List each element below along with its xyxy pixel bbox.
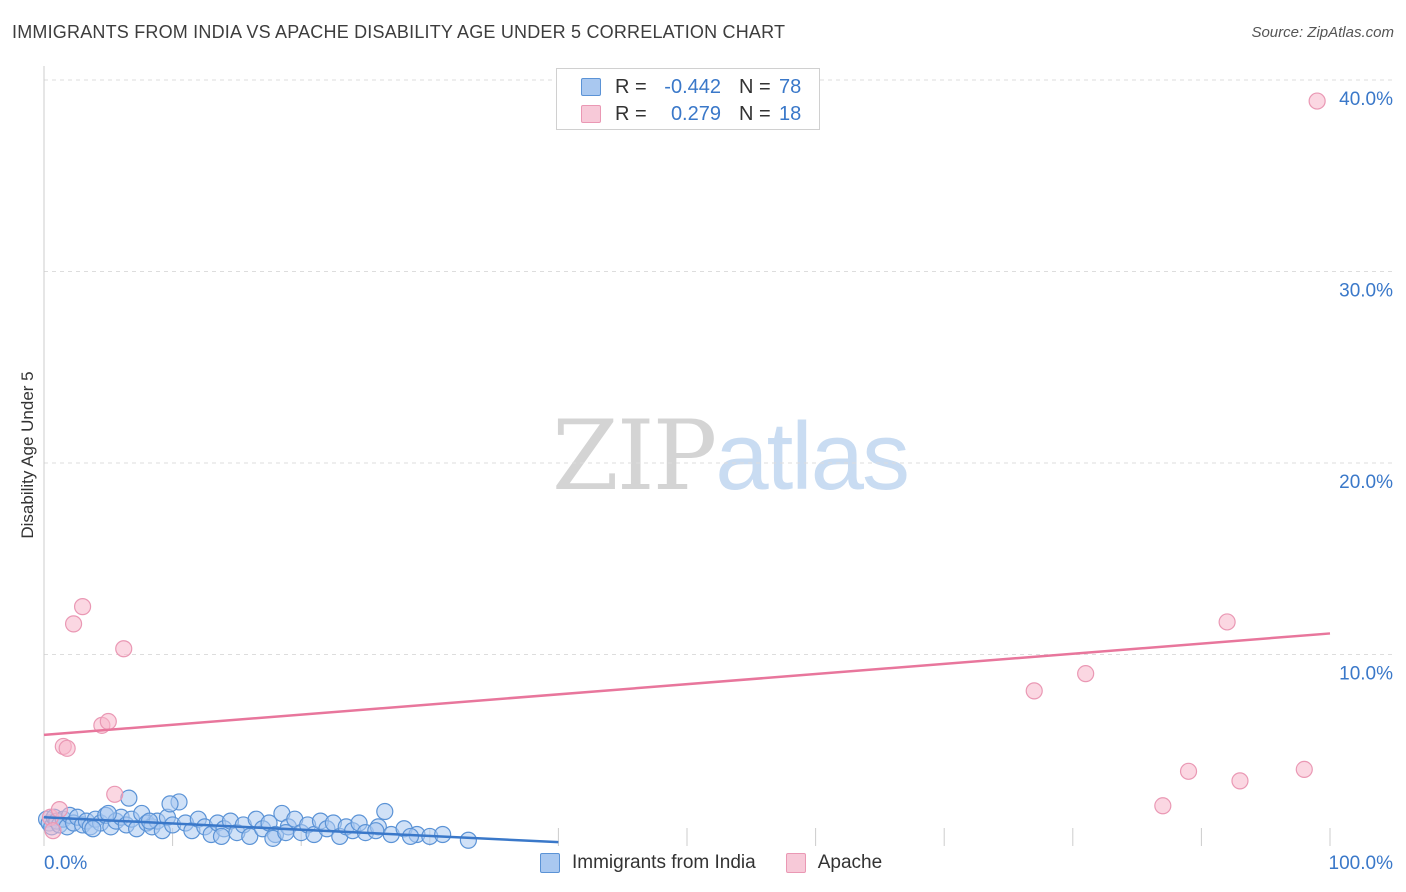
india-point: [161, 795, 179, 813]
apache-point: [1077, 665, 1095, 683]
source-label: Source: ZipAtlas.com: [1251, 24, 1394, 41]
legend-row-apache: R = 0.279 N = 18: [581, 101, 801, 127]
series-legend-india[interactable]: Immigrants from India: [540, 852, 756, 874]
legend-swatch-apache: [581, 105, 601, 123]
series-swatch-apache: [785, 853, 806, 873]
apache-point: [99, 712, 117, 731]
axes: [43, 66, 1331, 846]
apache-point: [50, 801, 69, 819]
trend-lines: [43, 632, 1331, 844]
india-point: [120, 789, 138, 807]
watermark-zip: ZIP: [552, 400, 717, 512]
apache-point: [1308, 92, 1326, 110]
apache-point: [1218, 613, 1236, 631]
india-point: [434, 825, 452, 844]
legend-r-label: R =: [615, 102, 647, 125]
watermark-atlas: atlas: [715, 403, 910, 510]
apache-point: [44, 822, 62, 840]
series-legend: Immigrants from India Apache: [540, 852, 912, 874]
india-point: [459, 831, 477, 849]
y-tick-label: 30.0%: [1339, 281, 1393, 302]
apache-point: [1295, 760, 1313, 779]
legend-swatch-india: [581, 78, 601, 96]
apache-point: [1179, 762, 1198, 780]
india-point: [84, 820, 102, 838]
series-swatch-india: [540, 853, 560, 873]
apache-trend-line: [43, 632, 1331, 737]
apache-point: [64, 615, 83, 633]
apache-point: [1025, 682, 1043, 700]
series-label-apache: Apache: [817, 852, 883, 873]
x-tick-label-min: 0.0%: [44, 853, 87, 874]
y-tick-label: 40.0%: [1339, 89, 1393, 110]
gridlines: [44, 79, 1392, 655]
apache-point: [58, 739, 76, 757]
x-tick-label-max: 100.0%: [1329, 853, 1394, 874]
legend-r-value: 0.279: [670, 102, 721, 125]
correlation-legend: R = -0.442 N = 78 R = 0.279 N = 18: [556, 68, 820, 130]
apache-point: [1154, 797, 1172, 815]
y-tick-label: 20.0%: [1339, 472, 1393, 493]
apache-point: [73, 598, 92, 616]
y-tick-label: 10.0%: [1339, 664, 1393, 685]
apache-point: [115, 640, 133, 658]
chart-title: IMMIGRANTS FROM INDIA VS APACHE DISABILI…: [12, 22, 786, 42]
india-point: [376, 802, 394, 821]
legend-n-value: 18: [779, 102, 802, 125]
series-label-india: Immigrants from India: [572, 852, 756, 873]
watermark: ZIPatlas: [552, 400, 910, 512]
india-trend-line: [43, 816, 559, 844]
legend-n-value: 78: [779, 75, 802, 98]
apache-point: [1231, 772, 1249, 790]
series-legend-apache[interactable]: Apache: [785, 852, 883, 874]
legend-row-india: R = -0.442 N = 78: [581, 74, 801, 100]
tick-labels: 10.0% 20.0% 30.0% 40.0% 0.0% 100.0%: [44, 89, 1393, 874]
legend-n-label: N =: [739, 102, 771, 125]
legend-r-label: R =: [615, 75, 647, 98]
legend-n-label: N =: [739, 75, 771, 98]
apache-points: [41, 92, 1326, 840]
india-point: [277, 823, 295, 842]
india-point: [212, 827, 231, 846]
legend-r-value: -0.442: [664, 75, 721, 98]
india-point: [367, 822, 385, 840]
apache-point: [106, 785, 124, 803]
